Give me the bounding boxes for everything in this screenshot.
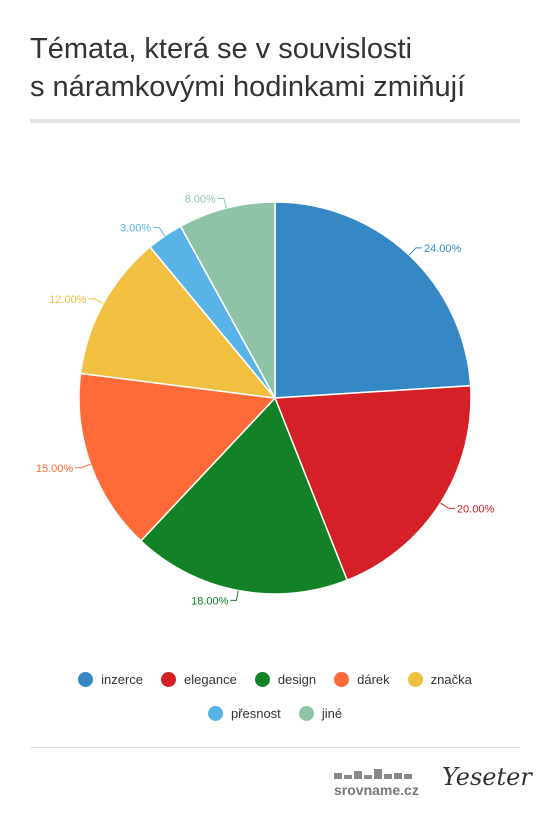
data-label: 3.00% <box>120 223 151 235</box>
pie-slice <box>179 201 276 399</box>
leader-line <box>88 298 104 305</box>
legend-swatch <box>207 705 223 721</box>
legend-swatch <box>254 671 270 687</box>
leader-line <box>153 227 166 237</box>
pie-slice <box>273 384 472 582</box>
legend-item: jiné <box>298 702 343 724</box>
title-line: Témata, která se v souvislosti <box>30 33 412 65</box>
legend-label: inzerce <box>101 671 144 687</box>
logo-icon <box>334 769 412 779</box>
legend-label: přesnost <box>230 705 281 721</box>
legend-item: dárek <box>334 668 390 690</box>
pie-slice <box>139 396 349 595</box>
title-rule <box>30 119 520 123</box>
title-line: s náramkovými hodinkami zmiňují <box>30 71 466 103</box>
data-label: 12.00% <box>49 294 87 306</box>
leader-line <box>75 463 91 469</box>
chart-title: Témata, která se v souvislosti s náramko… <box>30 30 465 106</box>
legend-label: dárek <box>357 671 390 687</box>
legend-item: design <box>254 668 317 690</box>
leader-line <box>230 590 239 601</box>
leader-line <box>408 247 423 256</box>
pie-slice <box>78 372 277 542</box>
legend-swatch <box>161 671 177 687</box>
legend-swatch <box>407 671 423 687</box>
chart: 24.00% 20.00% 18.00% 15.00% 12.00% 3.00% 8.00% <box>36 193 495 607</box>
legend-swatch <box>298 705 314 721</box>
legend-label: elegance <box>184 671 237 687</box>
logo-text: Yeseter <box>442 763 532 791</box>
footer-rule <box>30 747 520 748</box>
pie-slice <box>274 201 472 399</box>
data-label: 8.00% <box>185 193 216 205</box>
data-label: 15.00% <box>36 463 74 475</box>
legend-label: značka <box>430 671 472 687</box>
legend-item: inzerce <box>78 668 143 690</box>
data-label: 18.00% <box>191 595 229 607</box>
data-label: 24.00% <box>424 243 462 255</box>
legend: inzerce elegance design dárek značka přesnost… <box>30 668 520 724</box>
legend-item: značka <box>407 668 472 690</box>
legend-label: design <box>277 671 317 687</box>
legend-item: elegance <box>161 668 237 690</box>
legend-item: přesnost <box>207 702 281 724</box>
legend-swatch <box>334 671 350 687</box>
data-label: 20.00% <box>457 503 495 515</box>
leader-line <box>440 502 455 509</box>
legend-swatch <box>78 671 94 687</box>
legend-label: jiné <box>321 705 343 721</box>
logo-text: srovname.cz <box>334 782 419 798</box>
leader-line <box>217 197 227 209</box>
pie-slice <box>79 245 277 399</box>
